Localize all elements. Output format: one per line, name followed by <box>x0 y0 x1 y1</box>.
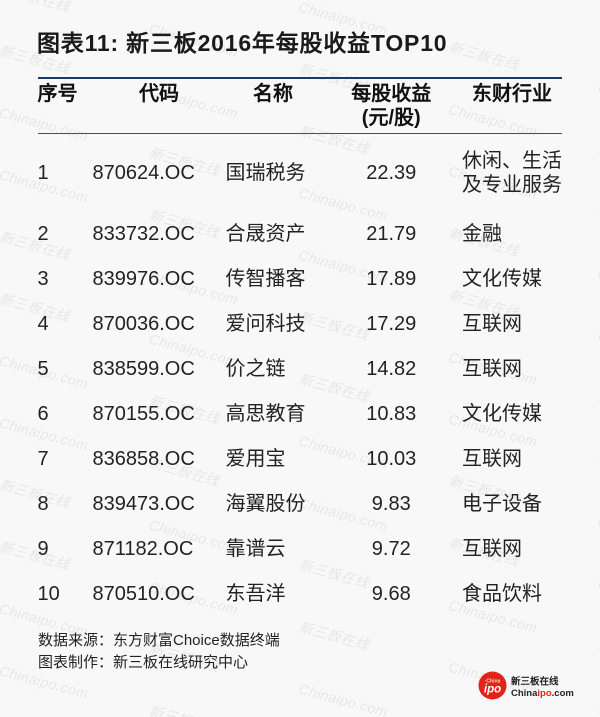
svg-text:ipo: ipo <box>484 684 501 696</box>
svg-text:新三板在线: 新三板在线 <box>511 676 559 688</box>
svg-text:Chinaipo.com: Chinaipo.com <box>511 688 574 699</box>
